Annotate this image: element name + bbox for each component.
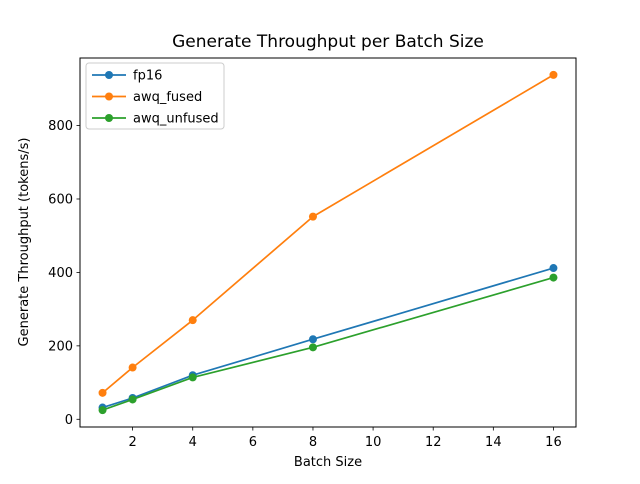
legend-marker-awq_unfused [105, 114, 113, 122]
y-tick-label: 0 [65, 413, 73, 428]
x-tick-label: 8 [309, 435, 317, 450]
x-tick-label: 4 [189, 435, 197, 450]
series-marker-awq_unfused [188, 373, 197, 382]
chart-title: Generate Throughput per Batch Size [172, 32, 484, 52]
x-axis-label: Batch Size [294, 455, 362, 470]
x-tick-label: 16 [545, 435, 562, 450]
x-tick-label: 14 [485, 435, 502, 450]
series-marker-awq_fused [308, 212, 317, 221]
series-marker-awq_unfused [549, 273, 558, 282]
x-tick-label: 6 [249, 435, 257, 450]
legend-marker-fp16 [105, 71, 113, 79]
series-marker-awq_unfused [98, 406, 107, 415]
series-marker-awq_fused [188, 316, 197, 325]
series-marker-awq_unfused [128, 395, 137, 404]
y-tick-label: 600 [48, 192, 73, 207]
series-marker-fp16 [549, 264, 558, 273]
legend-label-awq_unfused: awq_unfused [133, 112, 219, 127]
y-tick-label: 400 [48, 266, 73, 281]
plot-border [79, 57, 577, 428]
series-marker-awq_fused [549, 70, 558, 79]
series-marker-fp16 [308, 335, 317, 344]
series-line-awq_unfused [102, 276, 554, 411]
y-tick-label: 800 [48, 119, 73, 134]
x-tick-label: 12 [425, 435, 442, 450]
legend-label-fp16: fp16 [133, 69, 162, 84]
legend-box [85, 62, 225, 130]
series-marker-awq_fused [98, 388, 107, 397]
legend-marker-awq_fused [105, 92, 113, 101]
y-axis-label: Generate Throughput (tokens/s) [17, 138, 32, 347]
y-tick-label: 200 [48, 339, 73, 354]
series-marker-awq_unfused [308, 343, 317, 352]
x-tick-label: 10 [365, 435, 382, 450]
x-tick-label: 2 [128, 435, 136, 450]
series-marker-awq_fused [128, 363, 137, 372]
legend-label-awq_fused: awq_fused [133, 90, 202, 105]
